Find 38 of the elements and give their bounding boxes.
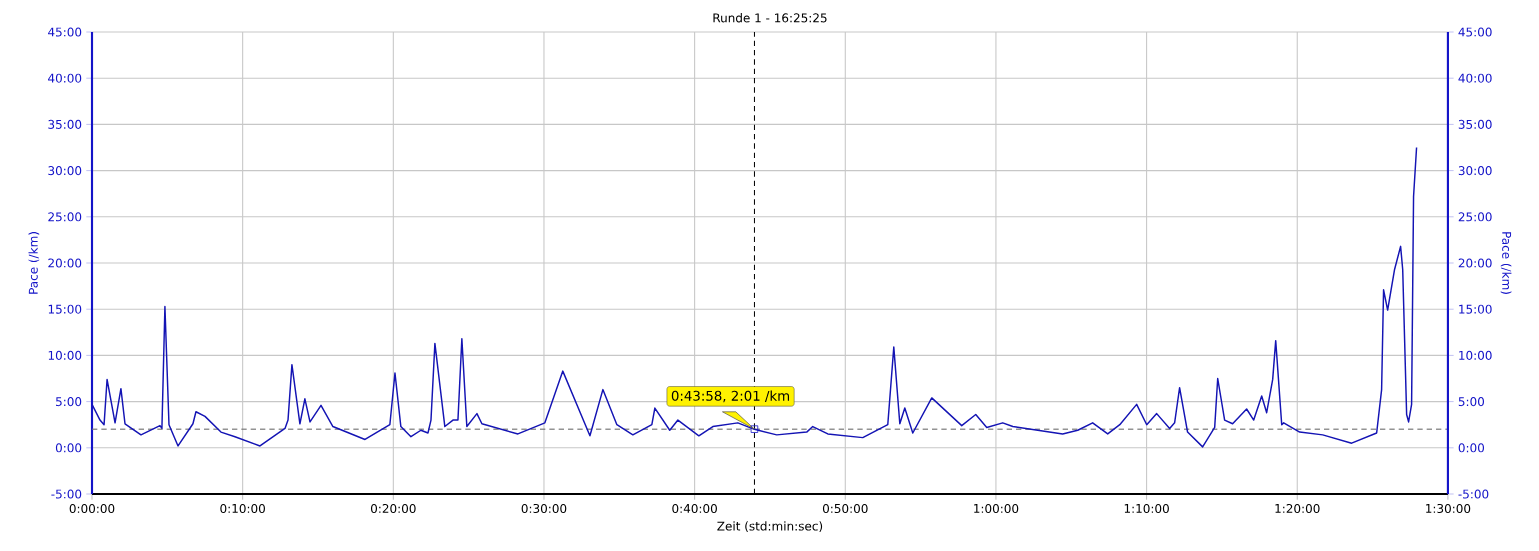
y-axis-title: Pace (/km) xyxy=(28,232,40,294)
y2-tick-label: 5:00 xyxy=(1458,397,1485,407)
x-axis-title: Zeit (std:min:sec) xyxy=(717,521,823,533)
x-tick-label: 0:50:00 xyxy=(822,503,868,514)
x-tick-label: 1:30:00 xyxy=(1426,503,1471,514)
y-tick-label: 45:00 xyxy=(48,27,82,37)
x-tick-label: 0:00:00 xyxy=(69,503,115,514)
y2-tick-label: 30:00 xyxy=(1458,166,1492,176)
y2-axis-title: Pace (/km) xyxy=(1500,232,1512,294)
y-tick-label: 35:00 xyxy=(48,119,82,129)
x-tick-label: 1:00:00 xyxy=(974,503,1019,514)
x-tick-label: 0:30:00 xyxy=(521,503,567,514)
y-tick-label: 0:00 xyxy=(55,443,82,453)
y-tick-label: -5:00 xyxy=(51,489,82,499)
y2-tick-label: 40:00 xyxy=(1458,73,1492,83)
x-tick-label: 0:10:00 xyxy=(220,503,265,514)
y2-tick-label: 35:00 xyxy=(1458,119,1492,129)
y-tick-label: 30:00 xyxy=(48,166,82,176)
y-tick-label: 15:00 xyxy=(48,304,82,314)
line-series xyxy=(92,146,1418,448)
x-tick-label: 1:20:00 xyxy=(1275,503,1320,514)
y2-tick-label: 0:00 xyxy=(1458,443,1485,453)
y-tick-label: 20:00 xyxy=(48,258,82,268)
y2-tick-label: 25:00 xyxy=(1458,212,1492,222)
y2-tick-label: 10:00 xyxy=(1459,350,1492,360)
y2-tick-label: 45:00 xyxy=(1458,27,1492,37)
annotation: 0:43:58, 2:01 /km xyxy=(671,390,790,403)
x-tick-label: 1:10:00 xyxy=(1124,503,1169,514)
x-tick-label: 0:20:00 xyxy=(370,503,416,514)
y2-tick-label: -5:00 xyxy=(1458,489,1489,499)
y-tick-label: 40:00 xyxy=(48,73,82,83)
y2-tick-label: 15:00 xyxy=(1459,304,1492,314)
chart-title: Runde 1 - 16:25:25 xyxy=(713,13,827,23)
y-tick-label: 5:00 xyxy=(56,397,82,407)
y2-tick-label: 20:00 xyxy=(1458,258,1492,268)
y-tick-label: 25:00 xyxy=(48,212,82,222)
x-tick-label: 0:40:00 xyxy=(672,503,717,514)
y-tick-label: 10:00 xyxy=(48,350,82,360)
